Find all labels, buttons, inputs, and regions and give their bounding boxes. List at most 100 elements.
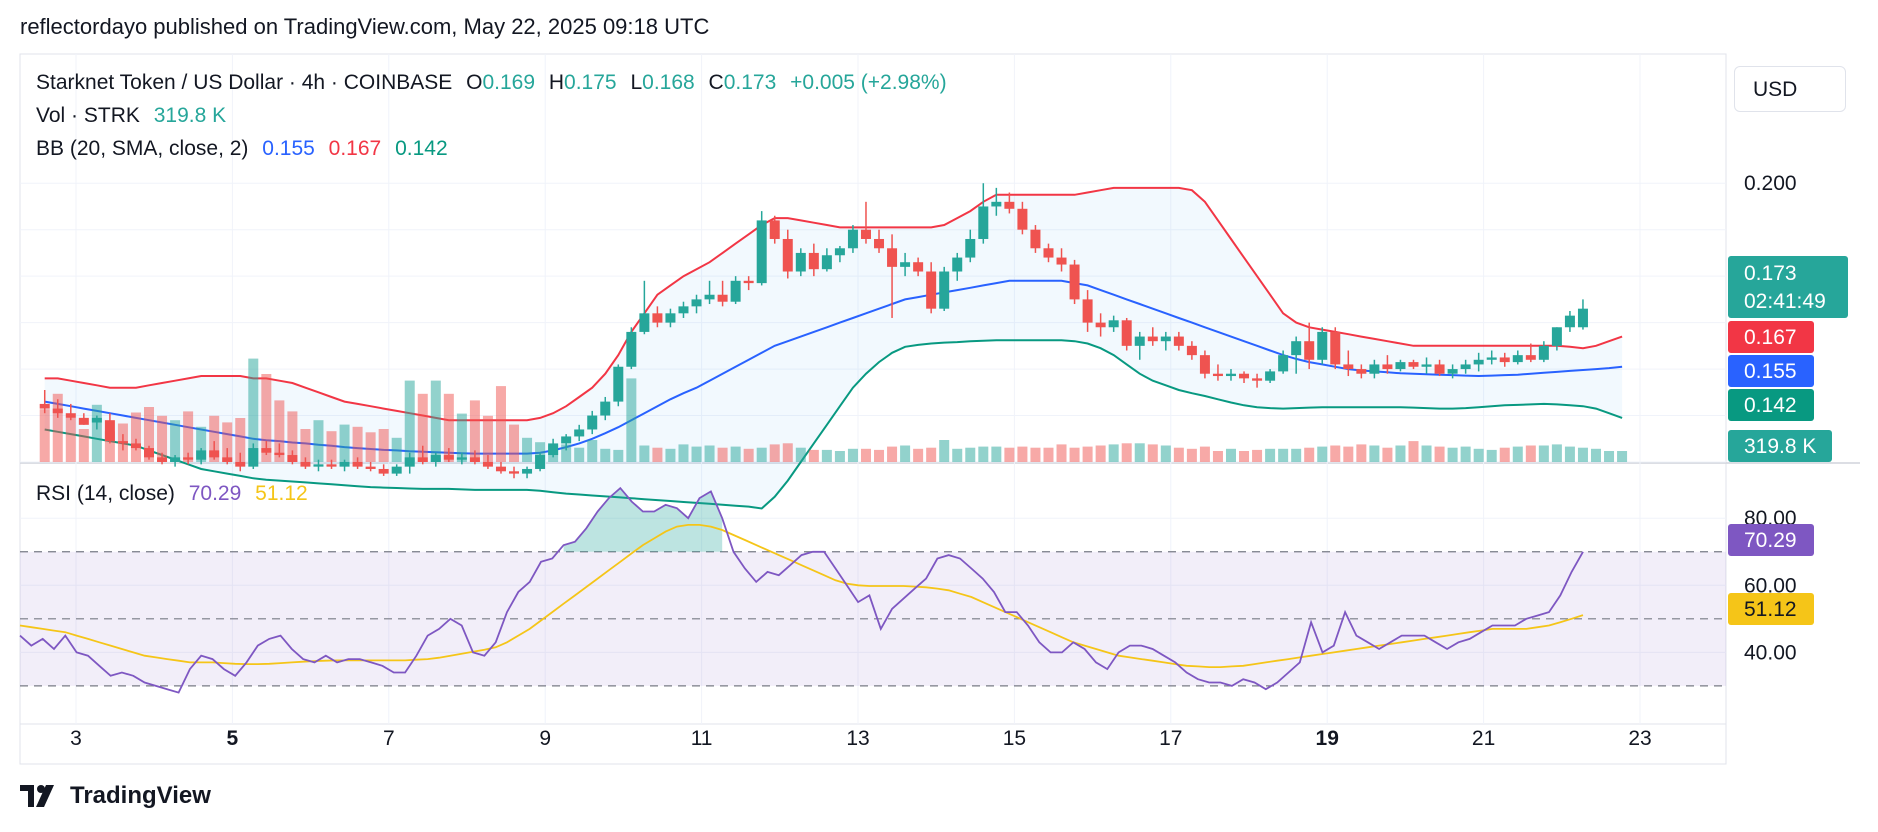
x-tick-label: 17 bbox=[1159, 727, 1182, 750]
candle-body bbox=[1056, 257, 1067, 265]
volume-bar bbox=[430, 380, 441, 462]
candle-body bbox=[52, 408, 63, 414]
volume-bar bbox=[900, 445, 911, 462]
volume-bar bbox=[287, 411, 298, 462]
candle-body bbox=[91, 417, 102, 423]
candle-body bbox=[860, 229, 871, 239]
volume-bar bbox=[730, 446, 741, 462]
volume-bar bbox=[39, 409, 50, 462]
volume-bar bbox=[1069, 447, 1080, 462]
volume-bar bbox=[1304, 447, 1315, 462]
candle-body bbox=[756, 220, 767, 284]
candle-body bbox=[482, 462, 493, 467]
candle-body bbox=[248, 448, 259, 467]
volume-bar bbox=[1317, 446, 1328, 462]
volume-bar bbox=[326, 431, 337, 462]
volume-bar bbox=[1499, 447, 1510, 462]
volume-bar bbox=[1564, 446, 1575, 462]
candle-body bbox=[1304, 341, 1315, 360]
volume-bar bbox=[991, 446, 1002, 462]
volume-bar bbox=[1343, 446, 1354, 462]
candle-body bbox=[691, 299, 702, 307]
volume-bar bbox=[808, 449, 819, 462]
candle-body bbox=[209, 450, 220, 458]
rsi-ma-line bbox=[19, 524, 1584, 668]
candle-body bbox=[1043, 248, 1054, 258]
volume-bar bbox=[665, 448, 676, 462]
volume-label-badge-bg bbox=[1728, 430, 1832, 462]
candle-body bbox=[300, 462, 311, 467]
bb-basis-value: 0.155 bbox=[262, 137, 315, 160]
volume-bar bbox=[613, 449, 624, 462]
last-price-label-countdown: 02:41:49 bbox=[1744, 290, 1826, 313]
candle-body bbox=[678, 306, 689, 314]
volume-bar bbox=[887, 446, 898, 462]
candle-body bbox=[1108, 320, 1119, 328]
rsi-legend: RSI (14, close) 70.29 51.12 bbox=[36, 482, 316, 506]
volume-bar bbox=[456, 413, 467, 462]
candle-body bbox=[144, 448, 155, 458]
volume-bar bbox=[978, 446, 989, 462]
bb-basis-label: 0.155 bbox=[1744, 360, 1797, 383]
candle-body bbox=[1199, 355, 1210, 374]
candle-body bbox=[1512, 355, 1523, 363]
volume-bar bbox=[235, 418, 246, 462]
candle-body bbox=[1278, 355, 1289, 372]
bb-lower-line bbox=[44, 339, 1623, 510]
volume-bar bbox=[313, 420, 324, 462]
volume-bar bbox=[274, 400, 285, 462]
volume-bar bbox=[404, 380, 415, 462]
volume-bar bbox=[639, 445, 650, 462]
volume-bar bbox=[1173, 447, 1184, 462]
volume-bar bbox=[196, 426, 207, 462]
volume-bar bbox=[587, 440, 598, 462]
candle-body bbox=[1564, 315, 1575, 328]
candle-body bbox=[1499, 357, 1510, 363]
volume-bar bbox=[1291, 448, 1302, 462]
candle-body bbox=[117, 441, 128, 444]
volume-bar bbox=[482, 415, 493, 462]
candle-body bbox=[522, 468, 533, 474]
candle-body bbox=[769, 220, 780, 239]
candle-body bbox=[1239, 373, 1250, 379]
volume-bar bbox=[222, 422, 233, 462]
currency-selector[interactable]: USD bbox=[1734, 66, 1846, 112]
volume-bar bbox=[1525, 445, 1536, 462]
candle-body bbox=[130, 443, 141, 449]
volume-bar bbox=[860, 448, 871, 462]
volume-bar bbox=[756, 447, 767, 462]
candle-body bbox=[834, 248, 845, 256]
candle-body bbox=[417, 457, 428, 462]
volume-bar bbox=[1604, 451, 1615, 462]
volume-bar bbox=[1121, 443, 1132, 462]
volume-bar bbox=[183, 411, 194, 462]
candle-body bbox=[326, 464, 337, 467]
bb-label: BB (20, SMA, close, 2) bbox=[36, 137, 249, 160]
candle-body bbox=[665, 313, 676, 323]
low-label: L bbox=[630, 71, 643, 94]
candle-body bbox=[509, 471, 520, 474]
volume-bar bbox=[913, 448, 924, 462]
volume-bar bbox=[157, 415, 168, 462]
symbol-legend: Starknet Token / US Dollar · 4h · COINBA… bbox=[36, 71, 955, 95]
volume-bar bbox=[300, 429, 311, 462]
candle-body bbox=[1395, 362, 1406, 370]
volume-bar bbox=[170, 420, 181, 462]
volume-bar bbox=[1030, 447, 1041, 462]
candle-body bbox=[782, 238, 793, 272]
candle-body bbox=[339, 462, 350, 467]
tradingview-brand[interactable]: TradingView bbox=[20, 782, 211, 810]
volume-bar bbox=[495, 386, 506, 462]
volume-bar bbox=[509, 424, 520, 462]
volume-bar bbox=[1004, 447, 1015, 462]
candle-body bbox=[1252, 378, 1263, 381]
high-value: 0.175 bbox=[564, 71, 617, 94]
candle-body bbox=[652, 313, 663, 323]
candle-body bbox=[1382, 364, 1393, 370]
volume-bar bbox=[678, 444, 689, 462]
candle-body bbox=[639, 313, 650, 332]
last-price-label: 0.173 bbox=[1744, 262, 1797, 285]
volume-bar bbox=[469, 400, 480, 462]
volume-bar bbox=[600, 448, 611, 462]
